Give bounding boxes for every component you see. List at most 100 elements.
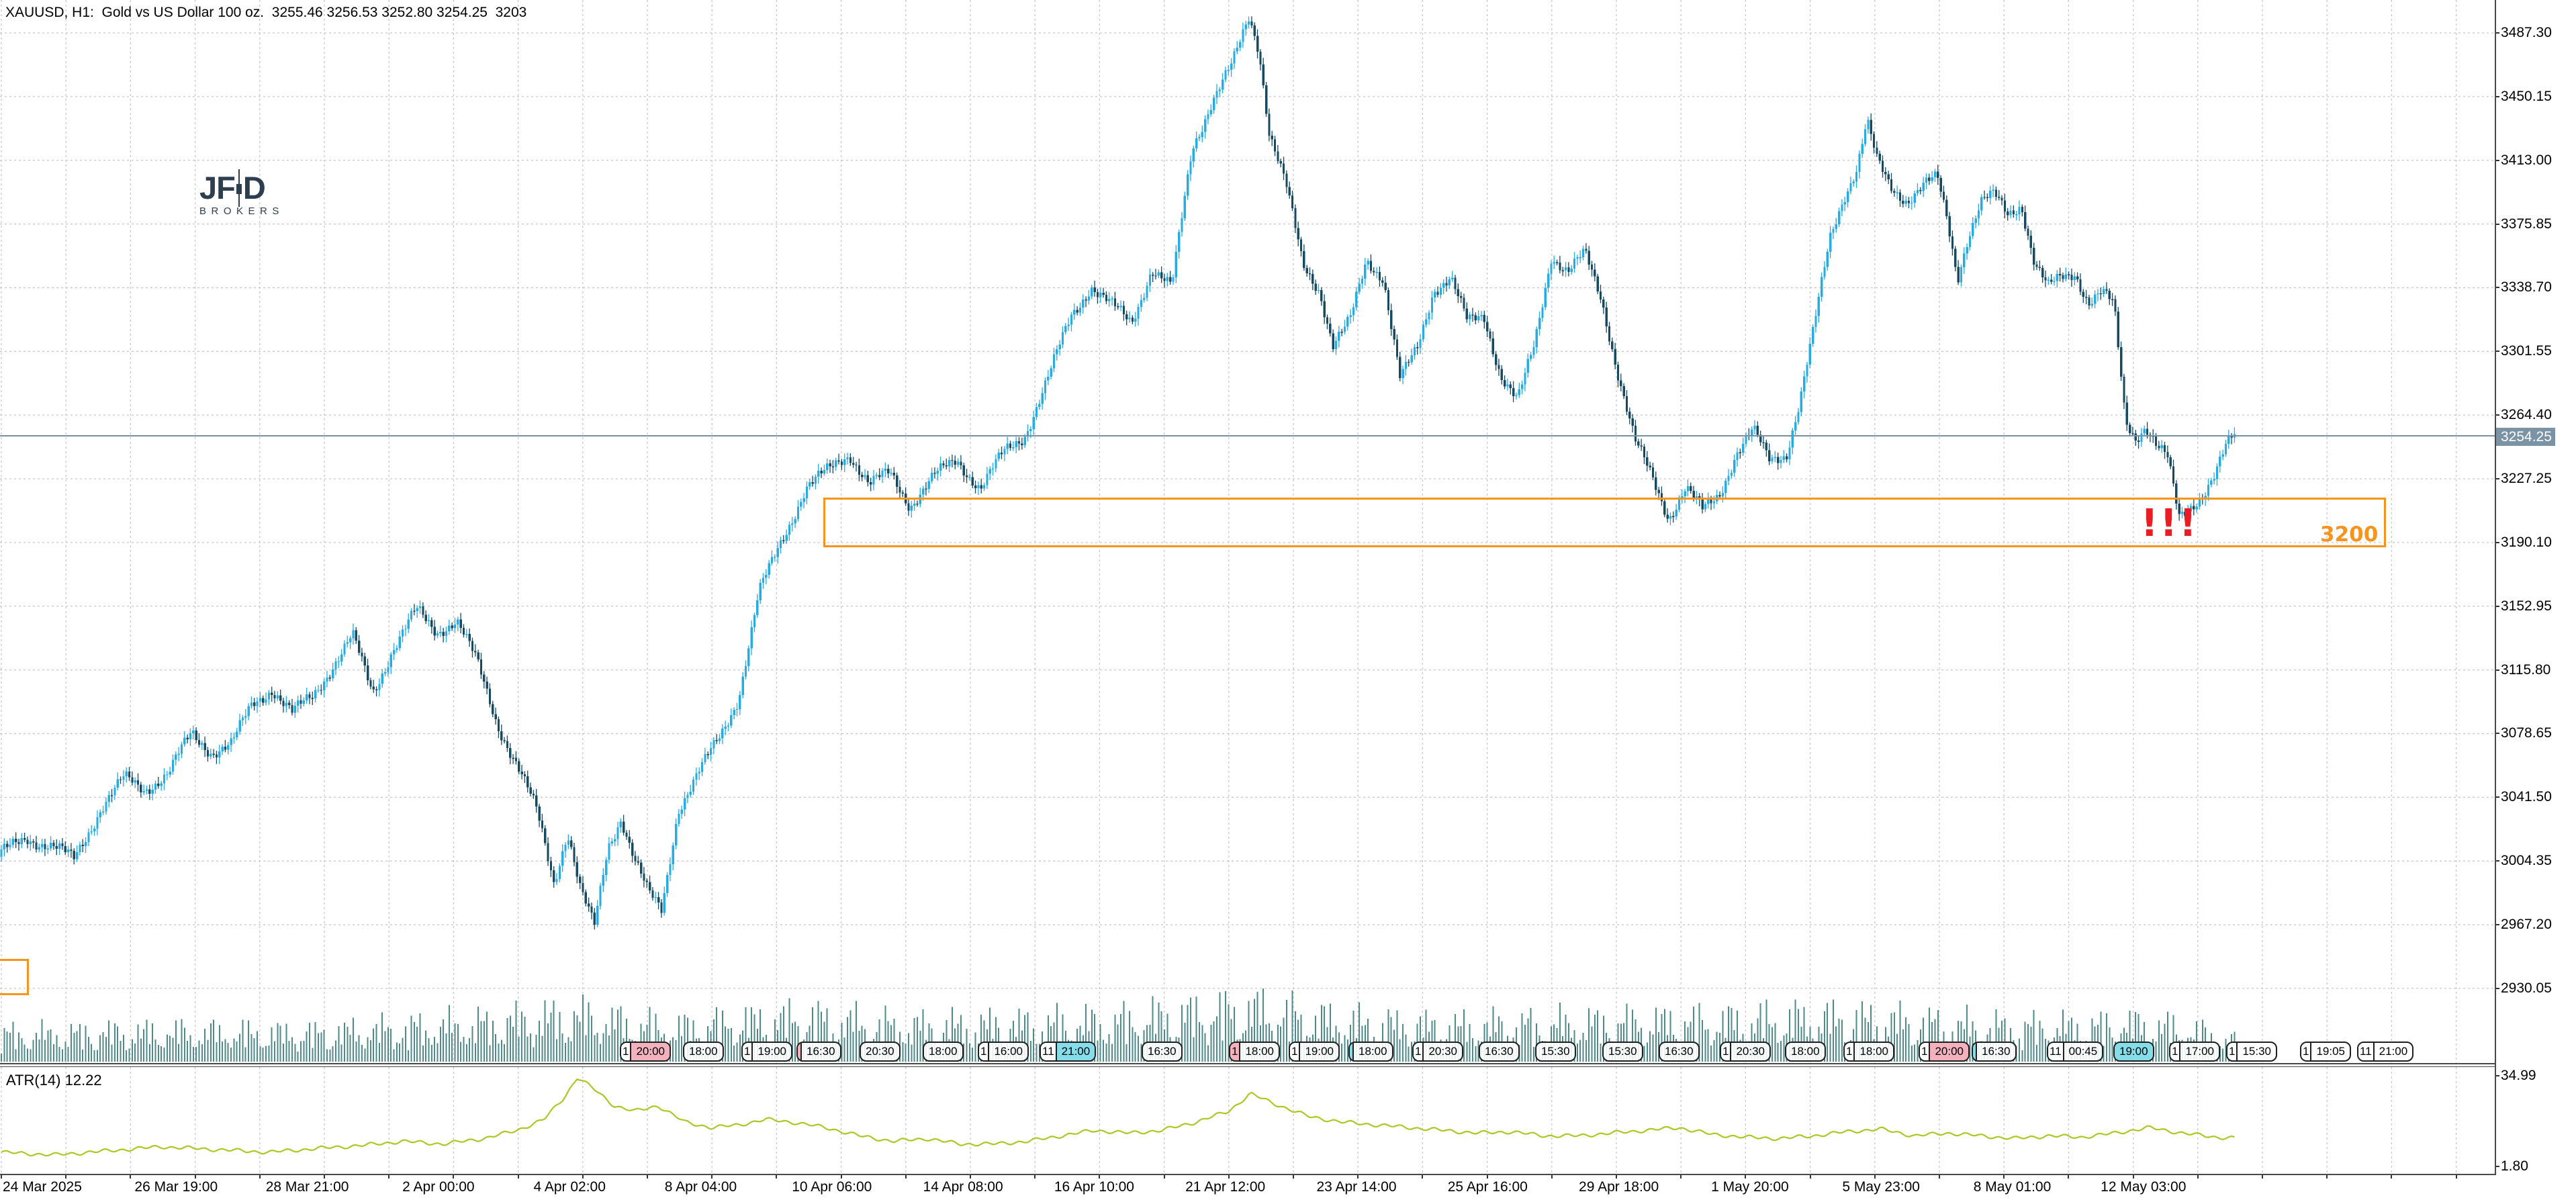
price-tick-label: 3338.70 [2501, 279, 2552, 295]
atr-indicator-label: ATR(14) 12.22 [6, 1072, 102, 1089]
time-marker-sliver [798, 1043, 802, 1060]
level-3200-label[interactable]: 3200 [2320, 522, 2379, 547]
price-tick-mark [2495, 669, 2499, 671]
time-marker-badge[interactable]: 18:00 [923, 1042, 964, 1062]
time-marker-label: 00:45 [2068, 1045, 2098, 1058]
alert-exclamation-text[interactable]: !!! [2141, 502, 2199, 545]
time-tick-mark [1616, 1174, 1617, 1179]
time-tick-label: 5 May 23:00 [1842, 1179, 1920, 1195]
time-tick-label: 4 Apr 02:00 [533, 1179, 606, 1195]
atr-indicator-canvas[interactable] [0, 1067, 2495, 1174]
time-tick-mark [130, 1174, 132, 1179]
time-marker-label: 18:00 [1359, 1045, 1387, 1058]
price-tick-mark [2495, 541, 2499, 543]
support-zone-rectangle[interactable] [823, 498, 2386, 547]
time-tick-label: 26 Mar 19:00 [134, 1179, 218, 1195]
atr-tick-mark [2495, 1075, 2499, 1076]
time-marker-badge[interactable]: 1 20:30 [1720, 1042, 1772, 1062]
time-marker-sliver: 11 [1041, 1043, 1057, 1060]
price-tick-mark [2495, 924, 2499, 926]
time-tick-mark [194, 1174, 196, 1179]
time-marker-sliver: 1 [1920, 1043, 1931, 1060]
time-tick-label: 28 Mar 21:00 [265, 1179, 349, 1195]
time-marker-badge[interactable]: 1 20:00 [1919, 1042, 1970, 1062]
time-marker-badge[interactable]: 16:30 [1479, 1042, 1520, 1062]
time-marker-label: 19:00 [1305, 1045, 1334, 1058]
time-marker-badge[interactable]: 15:30 [1602, 1042, 1643, 1062]
time-marker-badge[interactable]: 16:30 [1659, 1042, 1700, 1062]
pane-separator[interactable] [0, 1063, 2495, 1067]
time-tick-mark [1034, 1174, 1036, 1179]
time-marker-badge[interactable]: 16:30 [796, 1042, 841, 1062]
time-marker-badge[interactable]: 1 20:30 [1412, 1042, 1464, 1062]
time-tick-label: 8 May 01:00 [1973, 1179, 2052, 1195]
logo-d: D [242, 170, 266, 205]
time-tick-mark [388, 1174, 390, 1179]
time-marker-label: 18:00 [1791, 1045, 1820, 1058]
time-marker-badge[interactable]: 18:00 [683, 1042, 724, 1062]
time-tick-mark [2068, 1174, 2070, 1179]
price-tick-label: 3152.95 [2501, 598, 2552, 614]
time-marker-badge[interactable]: 16:30 [1972, 1042, 2017, 1062]
time-marker-label: 15:30 [1541, 1045, 1570, 1058]
time-marker-badge[interactable]: 1 19:00 [741, 1042, 793, 1062]
time-marker-badge[interactable]: 1 19:05 [2300, 1042, 2352, 1062]
time-tick-mark [1939, 1174, 1940, 1179]
time-tick-mark [1680, 1174, 1682, 1179]
time-tick-mark [1551, 1174, 1553, 1179]
time-marker-badge[interactable]: 20:30 [860, 1042, 901, 1062]
time-tick-label: 12 May 03:00 [2101, 1179, 2187, 1195]
time-marker-label: 15:30 [1608, 1045, 1637, 1058]
time-marker-badge[interactable]: 1 18:00 [1843, 1042, 1895, 1062]
time-tick-mark [1228, 1174, 1230, 1179]
time-marker-label: 20:30 [866, 1045, 894, 1058]
time-marker-badge[interactable]: 18:00 [1785, 1042, 1826, 1062]
time-tick-label: 14 Apr 08:00 [923, 1179, 1003, 1195]
time-marker-label: 18:00 [689, 1045, 718, 1058]
time-marker-label: 16:30 [1485, 1045, 1514, 1058]
time-marker-badge[interactable]: 1 20:00 [620, 1042, 672, 1062]
time-marker-badge[interactable]: 11 21:00 [1040, 1042, 1097, 1062]
time-marker-sliver: 1 [2301, 1043, 2312, 1060]
time-marker-label: 16:30 [1665, 1045, 1694, 1058]
time-tick-label: 2 Apr 00:00 [402, 1179, 475, 1195]
time-tick-mark [2132, 1174, 2134, 1179]
time-marker-sliver [1350, 1043, 1354, 1060]
time-marker-badge[interactable]: 18:00 [1348, 1042, 1393, 1062]
current-price-badge: 3254.25 [2496, 428, 2555, 446]
time-marker-badge[interactable]: 11 21:00 [2357, 1042, 2414, 1062]
time-marker-badge[interactable]: 15:30 [1535, 1042, 1576, 1062]
time-tick-mark [1, 1174, 2, 1179]
atr-scale-label: 34.99 [2501, 1068, 2536, 1083]
price-tick-mark [2495, 95, 2499, 97]
time-marker-badge[interactable]: 1 15:30 [2226, 1042, 2278, 1062]
logo-candlestick-icon [236, 169, 242, 207]
time-marker-badge[interactable]: 16:30 [1142, 1042, 1183, 1062]
price-tick-label: 3115.80 [2501, 661, 2551, 678]
time-marker-label: 19:05 [2316, 1045, 2346, 1058]
time-marker-badge[interactable]: 1 16:00 [978, 1042, 1029, 1062]
time-marker-badge[interactable]: 1 19:00 [1289, 1042, 1340, 1062]
time-tick-label: 25 Apr 16:00 [1447, 1179, 1528, 1195]
time-tick-mark [2455, 1174, 2457, 1179]
time-marker-badge[interactable]: 19:00 [2113, 1042, 2154, 1062]
price-tick-label: 3264.40 [2501, 407, 2552, 423]
time-tick-label: 16 Apr 10:00 [1054, 1179, 1134, 1195]
time-tick-mark [840, 1174, 842, 1179]
time-tick-mark [582, 1174, 584, 1179]
time-marker-sliver: 1 [979, 1043, 990, 1060]
time-tick-label: 21 Apr 12:00 [1185, 1179, 1266, 1195]
time-marker-label: 21:00 [1056, 1043, 1095, 1060]
price-tick-mark [2495, 987, 2499, 989]
time-marker-badge[interactable]: 1 18:00 [1229, 1042, 1281, 1062]
time-tick-mark [1874, 1174, 1876, 1179]
time-marker-badge[interactable]: 1 17:00 [2169, 1042, 2221, 1062]
time-tick-mark [776, 1174, 778, 1179]
time-tick-mark [2326, 1174, 2328, 1179]
left-orange-rectangle[interactable] [0, 959, 29, 995]
time-marker-badge[interactable]: 11 00:45 [2047, 1042, 2104, 1062]
time-marker-label: 18:00 [929, 1045, 958, 1058]
time-tick-mark [970, 1174, 971, 1179]
time-marker-label: 15:30 [2242, 1045, 2272, 1058]
time-marker-label: 20:00 [631, 1043, 670, 1060]
